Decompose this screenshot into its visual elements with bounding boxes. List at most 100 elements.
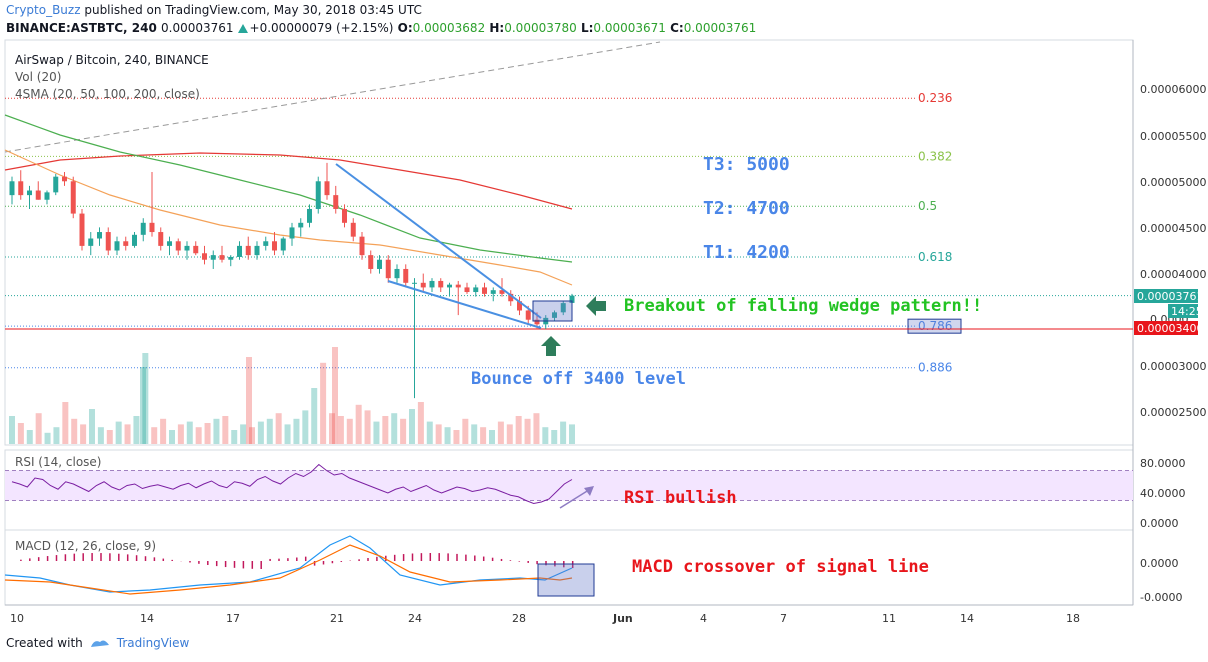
volume-bar bbox=[213, 418, 220, 444]
macd-tick-label: -0.0000 bbox=[1140, 591, 1182, 604]
volume-bar bbox=[435, 424, 442, 444]
candle-body bbox=[490, 290, 496, 294]
volume-bar bbox=[355, 404, 362, 444]
x-tick-label: 4 bbox=[700, 612, 707, 625]
low-label: L: bbox=[580, 21, 594, 35]
candle-body bbox=[420, 282, 426, 288]
volume-bar bbox=[284, 424, 291, 444]
candle-body bbox=[263, 241, 269, 246]
volume-bar bbox=[426, 421, 433, 444]
volume-bar bbox=[246, 357, 252, 444]
candle-body bbox=[114, 241, 120, 251]
volume-bar bbox=[142, 353, 149, 444]
volume-bar bbox=[9, 416, 15, 444]
main-legend-volume: Vol (20) bbox=[15, 70, 61, 84]
candle-body bbox=[105, 232, 111, 251]
volume-bar bbox=[320, 362, 327, 444]
candle-body bbox=[473, 287, 479, 293]
volume-bar bbox=[480, 427, 487, 444]
target-t3: T3: 5000 bbox=[703, 154, 790, 175]
volume-bar bbox=[346, 418, 353, 444]
candle-body bbox=[429, 280, 435, 288]
y-tick-label: 0.00005000 bbox=[1140, 176, 1206, 189]
volume-bar bbox=[337, 416, 344, 444]
close-value: 0.00003761 bbox=[683, 21, 757, 35]
candle-body bbox=[53, 176, 59, 193]
macd-legend: MACD (12, 26, close, 9) bbox=[15, 539, 156, 553]
long-trend-line bbox=[4, 41, 661, 153]
open-value: 0.00003682 bbox=[412, 21, 486, 35]
breakout-box bbox=[532, 300, 573, 322]
candle-body bbox=[9, 181, 15, 196]
volume-bar bbox=[311, 388, 318, 444]
volume-bar bbox=[332, 347, 338, 444]
target-t2: T2: 4700 bbox=[703, 198, 790, 219]
candle-body bbox=[377, 259, 382, 269]
volume-bar bbox=[542, 427, 549, 444]
fib-level-label: 0.618 bbox=[918, 250, 952, 264]
volume-bar bbox=[515, 416, 522, 444]
fib-level-label: 0.886 bbox=[918, 361, 952, 375]
countdown-label: 14:25 bbox=[1171, 305, 1203, 318]
volume-bar bbox=[240, 424, 247, 444]
sma200-line bbox=[4, 152, 573, 210]
x-tick-label: 24 bbox=[408, 612, 422, 625]
candle-body bbox=[79, 213, 85, 246]
volume-bar bbox=[186, 421, 193, 444]
volume-bar bbox=[195, 427, 202, 444]
candle-body bbox=[62, 176, 67, 182]
volume-bar bbox=[257, 421, 264, 444]
volume-bar bbox=[373, 421, 380, 444]
rsi-band bbox=[5, 470, 1133, 501]
volume-bar bbox=[275, 413, 282, 444]
author-link[interactable]: Crypto_Buzz bbox=[6, 3, 81, 17]
volume-bar bbox=[140, 367, 146, 444]
volume-bar bbox=[533, 413, 540, 444]
volume-bar bbox=[293, 418, 300, 444]
candle-body bbox=[123, 241, 129, 246]
volume-bar bbox=[400, 418, 407, 444]
x-tick-label: 10 bbox=[10, 612, 24, 625]
candle-body bbox=[254, 245, 260, 256]
rsi-arrow-head-icon bbox=[584, 486, 594, 496]
x-tick-label: 17 bbox=[226, 612, 240, 625]
footer: Created with TradingView bbox=[6, 636, 189, 650]
volume-bar bbox=[62, 402, 69, 444]
target-t1: T1: 4200 bbox=[703, 242, 790, 263]
y-tick-label: 0.00006000 bbox=[1140, 83, 1206, 96]
fib-level-label: 0.382 bbox=[918, 149, 952, 163]
candle-body bbox=[499, 290, 505, 294]
candle-body bbox=[333, 195, 339, 209]
volume-bar bbox=[444, 427, 451, 444]
volume-bar bbox=[471, 424, 478, 444]
candle-body bbox=[525, 310, 531, 320]
footer-brand[interactable]: TradingView bbox=[116, 636, 190, 650]
candle-body bbox=[368, 255, 374, 269]
volume-bar bbox=[329, 413, 335, 444]
y-tick-label: 0.00004500 bbox=[1140, 222, 1206, 235]
volume-bar bbox=[222, 416, 229, 444]
candle-body bbox=[315, 181, 321, 209]
volume-bar bbox=[26, 430, 33, 444]
bounce-arrow-icon bbox=[541, 336, 561, 356]
main-legend-symbol: AirSwap / Bitcoin, 240, BINANCE bbox=[15, 53, 209, 67]
volume-bar bbox=[506, 424, 513, 444]
support-price-tag bbox=[1134, 321, 1198, 335]
x-tick-label: 11 bbox=[882, 612, 896, 625]
volume-bar bbox=[489, 430, 495, 444]
candle-body bbox=[219, 255, 225, 260]
candle-body bbox=[552, 312, 557, 318]
candle-body bbox=[517, 301, 522, 311]
volume-bar bbox=[106, 430, 113, 444]
signal-line bbox=[4, 544, 573, 595]
candle-body bbox=[289, 227, 295, 239]
candle-body bbox=[184, 245, 190, 251]
volume-bar bbox=[249, 427, 255, 444]
macd-crossover-box bbox=[537, 563, 595, 597]
candle-body bbox=[245, 245, 251, 256]
volume-bar bbox=[53, 427, 60, 444]
candle-body bbox=[167, 241, 172, 246]
volume-bar bbox=[524, 418, 531, 444]
candle-body bbox=[44, 192, 50, 200]
